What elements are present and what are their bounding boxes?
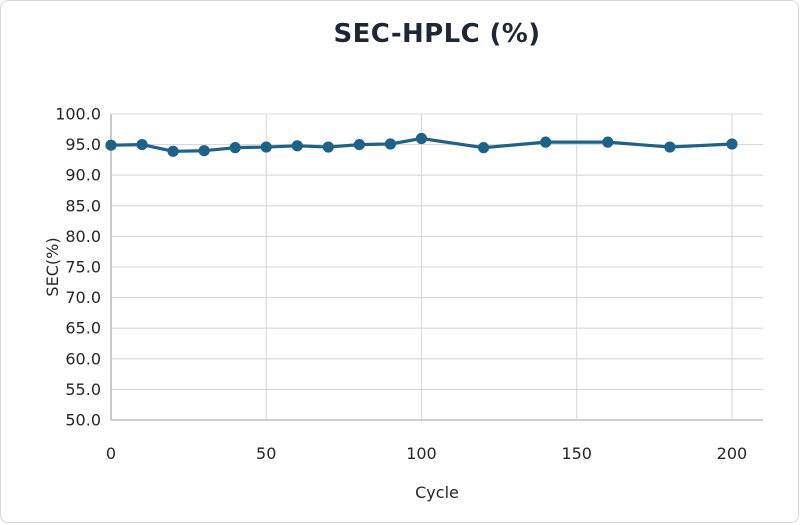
- y-axis-title: SEC(%): [43, 237, 62, 296]
- x-tick-label: 150: [561, 444, 592, 463]
- data-point: [229, 142, 241, 154]
- x-tick-label: 50: [256, 444, 276, 463]
- data-point: [260, 141, 272, 153]
- data-point: [198, 145, 210, 157]
- data-point: [415, 132, 428, 145]
- grid-layer: [110, 113, 763, 421]
- y-tick-label: 75.0: [65, 258, 101, 277]
- x-tick-label: 100: [406, 444, 437, 463]
- y-tick-label: 80.0: [65, 227, 101, 246]
- x-tick-label: 200: [717, 444, 748, 463]
- x-axis-title: Cycle: [415, 483, 459, 502]
- data-point: [167, 145, 179, 157]
- data-point: [136, 139, 148, 151]
- y-tick-label: 85.0: [65, 196, 101, 215]
- data-point: [726, 138, 738, 150]
- y-tick-label: 70.0: [65, 288, 101, 307]
- y-tick-label: 65.0: [65, 319, 101, 338]
- series-line: [109, 136, 734, 153]
- x-tick-label: 0: [106, 444, 116, 463]
- data-point: [664, 141, 676, 153]
- y-tick-label: 50.0: [65, 411, 101, 430]
- y-tick-label: 90.0: [65, 166, 101, 185]
- y-tick-label: 100.0: [55, 105, 101, 124]
- data-point: [322, 141, 334, 153]
- data-point: [384, 138, 397, 150]
- data-point: [105, 139, 117, 151]
- y-tick-label: 60.0: [65, 349, 101, 368]
- data-point: [477, 142, 490, 154]
- label-layer: 50.0 55.0 60.0 65.0 70.0 75.0 80.0 85.0 90.0 95.0…: [55, 105, 747, 464]
- y-tick-label: 95.0: [65, 135, 101, 154]
- data-point: [602, 136, 614, 148]
- data-point: [540, 136, 552, 148]
- chart-title: SEC-HPLC (%): [333, 19, 541, 49]
- series-layer: [105, 132, 738, 157]
- y-tick-label: 55.0: [65, 380, 101, 399]
- data-point: [353, 139, 365, 151]
- data-point: [291, 140, 303, 152]
